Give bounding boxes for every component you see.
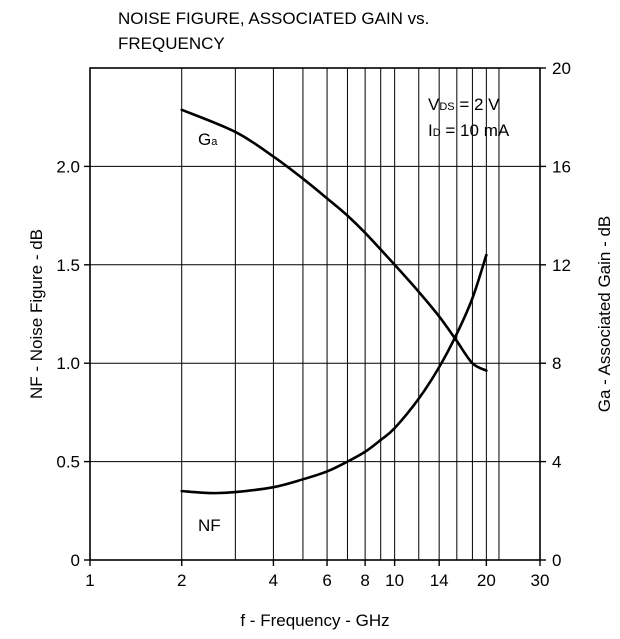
x-tick-label: 2 xyxy=(177,571,186,590)
y-left-tick-label: 0.5 xyxy=(56,453,80,472)
series-label-ga: Ga xyxy=(198,130,218,149)
y-right-tick-label: 16 xyxy=(552,157,571,176)
plot-frame xyxy=(89,67,541,561)
y-right-tick-label: 12 xyxy=(552,256,571,275)
id-annotation: ID = 10 mA xyxy=(428,121,510,140)
y-left-tick-label: 2.0 xyxy=(56,157,80,176)
series-line-ga xyxy=(180,108,488,372)
x-axis-label: f - Frequency - GHz xyxy=(240,611,389,630)
y-axis-label-left: NF - Noise Figure - dB xyxy=(27,229,46,399)
x-tick-label: 14 xyxy=(430,571,449,590)
x-tick-label: 20 xyxy=(477,571,496,590)
x-tick-label: 30 xyxy=(531,571,550,590)
y-left-tick-label: 1.0 xyxy=(56,354,80,373)
x-tick-label: 1 xyxy=(85,571,94,590)
x-tick-label: 8 xyxy=(360,571,369,590)
y-left-tick-label: 1.5 xyxy=(56,256,80,275)
x-tick-label: 6 xyxy=(322,571,331,590)
y-right-tick-label: 8 xyxy=(552,354,561,373)
x-tick-label: 4 xyxy=(269,571,278,590)
y-right-tick-label: 4 xyxy=(552,453,561,472)
chart-title-line-1: NOISE FIGURE, ASSOCIATED GAIN vs. xyxy=(118,9,429,28)
vds-annotation: VDS = 2 V xyxy=(428,95,500,114)
chart-title-line-2: FREQUENCY xyxy=(118,34,225,53)
series-line-nf xyxy=(180,253,488,495)
y-right-tick-label: 20 xyxy=(552,59,571,78)
y-right-tick-label: 0 xyxy=(552,551,561,570)
grid-lines xyxy=(90,68,540,560)
series-label-nf: NF xyxy=(198,516,221,535)
y-axis-label-right: Ga - Associated Gain - dB xyxy=(595,216,614,413)
y-left-tick-label: 0 xyxy=(71,551,80,570)
x-tick-label: 10 xyxy=(385,571,404,590)
series-lines xyxy=(180,108,488,495)
